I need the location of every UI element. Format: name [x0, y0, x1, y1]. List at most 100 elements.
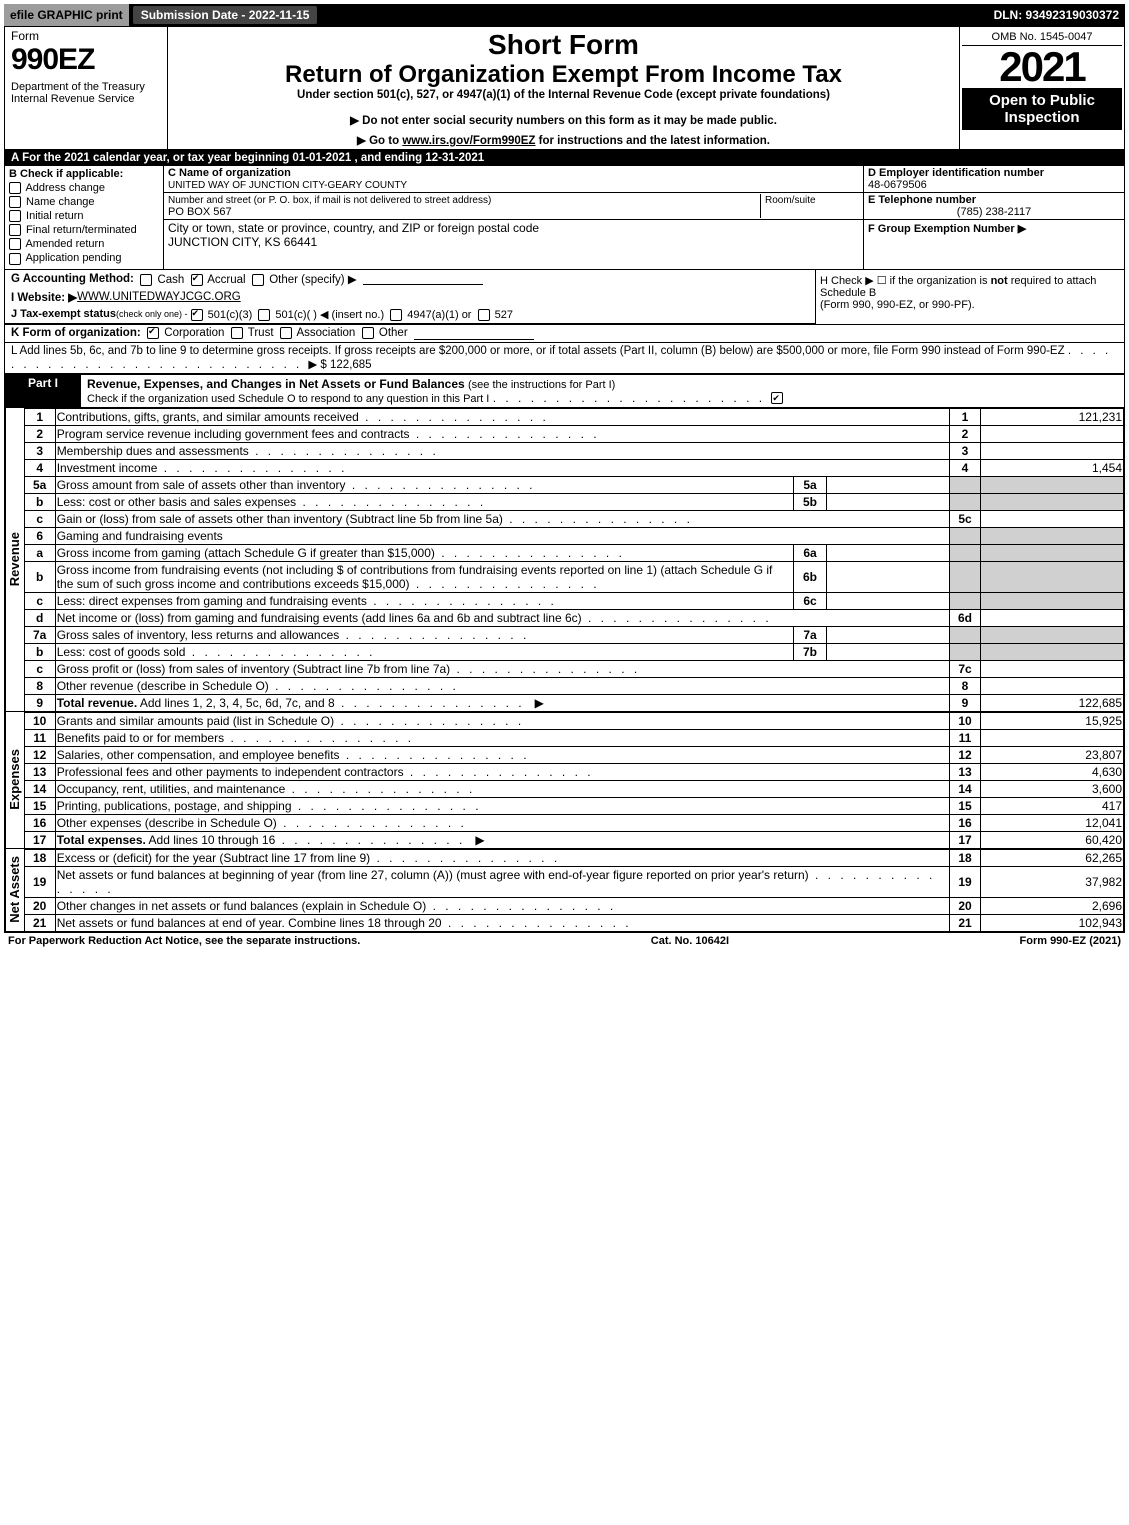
line-row: 14Occupancy, rent, utilities, and mainte…	[25, 780, 1124, 797]
j-option-check[interactable]	[258, 309, 270, 321]
footer-right: Form 990-EZ (2021)	[1020, 935, 1122, 947]
top-bar: efile GRAPHIC print Submission Date - 20…	[4, 4, 1125, 26]
line-row: bGross income from fundraising events (n…	[25, 561, 1124, 592]
l-amt: ▶ $ 122,685	[308, 359, 371, 371]
form-header: Form 990EZ Department of the Treasury In…	[5, 27, 1124, 150]
j-label: J Tax-exempt status	[11, 308, 116, 320]
street-label: Number and street (or P. O. box, if mail…	[168, 195, 491, 206]
line-row: 11Benefits paid to or for members . . . …	[25, 729, 1124, 746]
room-label: Room/suite	[765, 195, 816, 206]
open-public: Open to Public Inspection	[962, 88, 1122, 130]
street-value: PO BOX 567	[168, 206, 232, 218]
j-sub: (check only one) -	[116, 309, 188, 319]
form-990ez: 990EZ	[11, 43, 161, 77]
b-option[interactable]: Amended return	[9, 238, 159, 250]
line-row: 21Net assets or fund balances at end of …	[25, 914, 1124, 931]
c-name-label: C Name of organization	[168, 167, 291, 179]
line-g: G Accounting Method: Cash Accrual Other …	[5, 270, 815, 288]
line-row: aGross income from gaming (attach Schedu…	[25, 544, 1124, 561]
k-label: K Form of organization:	[11, 327, 141, 339]
org-name: UNITED WAY OF JUNCTION CITY-GEARY COUNTY	[168, 180, 407, 191]
short-form-title: Short Form	[174, 29, 953, 61]
b-option[interactable]: Initial return	[9, 210, 159, 222]
footer-left: For Paperwork Reduction Act Notice, see …	[8, 935, 360, 947]
efile-label: efile GRAPHIC print	[4, 4, 129, 26]
line-row: 10Grants and similar amounts paid (list …	[25, 712, 1124, 729]
line-k: K Form of organization: Corporation Trus…	[5, 325, 1124, 343]
line-row: 1Contributions, gifts, grants, and simil…	[25, 408, 1124, 425]
l-text: L Add lines 5b, 6c, and 7b to line 9 to …	[11, 345, 1065, 357]
ein-value: 48-0679506	[868, 179, 927, 191]
k-option-check[interactable]	[147, 327, 159, 339]
line-row: 13Professional fees and other payments t…	[25, 763, 1124, 780]
b-option[interactable]: Final return/terminated	[9, 224, 159, 236]
netassets-side-label: Net Assets	[5, 849, 25, 932]
goto-post: for instructions and the latest informat…	[535, 135, 770, 147]
j-option-check[interactable]	[478, 309, 490, 321]
line-row: 5aGross amount from sale of assets other…	[25, 476, 1124, 493]
line-row: bLess: cost of goods sold . . . . . . . …	[25, 643, 1124, 660]
schedule-o-checkbox[interactable]	[771, 392, 783, 404]
g-option-check[interactable]	[252, 274, 264, 286]
tax-year: 2021	[962, 46, 1122, 88]
part1-label: Part I	[5, 374, 81, 408]
line-row: cGain or (loss) from sale of assets othe…	[25, 510, 1124, 527]
line-row: 20Other changes in net assets or fund ba…	[25, 897, 1124, 914]
line-row: cLess: direct expenses from gaming and f…	[25, 592, 1124, 609]
row-a-period: A For the 2021 calendar year, or tax yea…	[5, 150, 1124, 166]
line-row: dNet income or (loss) from gaming and fu…	[25, 609, 1124, 626]
part1-instr: (see the instructions for Part I)	[468, 379, 615, 391]
section-c: C Name of organization UNITED WAY OF JUN…	[164, 166, 863, 269]
footer: For Paperwork Reduction Act Notice, see …	[4, 933, 1125, 949]
phone-value: (785) 238-2117	[868, 206, 1120, 218]
goto-pre: ▶ Go to	[357, 135, 402, 147]
line-row: 9Total revenue. Add lines 1, 2, 3, 4, 5c…	[25, 694, 1124, 711]
g-option-check[interactable]	[140, 274, 152, 286]
expenses-table: 10Grants and similar amounts paid (list …	[25, 712, 1124, 849]
part1-checktext: Check if the organization used Schedule …	[87, 393, 489, 405]
line-j: J Tax-exempt status (check only one) - 5…	[5, 306, 815, 324]
return-title: Return of Organization Exempt From Incom…	[174, 61, 953, 89]
section-def: D Employer identification number 48-0679…	[863, 166, 1124, 269]
dots: . . . . . . . . . . . . . . . . . . . . …	[493, 391, 772, 405]
j-option-check[interactable]	[390, 309, 402, 321]
k-option-check[interactable]	[362, 327, 374, 339]
line-row: 12Salaries, other compensation, and empl…	[25, 746, 1124, 763]
line-i: I Website: ▶ WWW.UNITEDWAYJCGC.ORG	[5, 288, 815, 306]
line-row: 17Total expenses. Add lines 10 through 1…	[25, 831, 1124, 848]
revenue-table: 1Contributions, gifts, grants, and simil…	[25, 408, 1124, 712]
donot-note: ▶ Do not enter social security numbers o…	[174, 113, 953, 127]
h-text1: H Check ▶ ☐ if the organization is	[820, 275, 991, 287]
section-b: B Check if applicable: Address change Na…	[5, 166, 164, 269]
g-label: G Accounting Method:	[11, 273, 134, 285]
form-word: Form	[11, 29, 161, 43]
b-option[interactable]: Address change	[9, 182, 159, 194]
city-label: City or town, state or province, country…	[168, 221, 539, 235]
line-row: 7aGross sales of inventory, less returns…	[25, 626, 1124, 643]
line-row: 3Membership dues and assessments . . . .…	[25, 442, 1124, 459]
k-option-check[interactable]	[280, 327, 292, 339]
line-row: cGross profit or (loss) from sales of in…	[25, 660, 1124, 677]
b-option[interactable]: Application pending	[9, 252, 159, 264]
g-option-check[interactable]	[191, 274, 203, 286]
line-row: 6Gaming and fundraising events	[25, 527, 1124, 544]
h-text3: (Form 990, 990-EZ, or 990-PF).	[820, 299, 975, 311]
line-row: 2Program service revenue including gover…	[25, 425, 1124, 442]
website-link[interactable]: WWW.UNITEDWAYJCGC.ORG	[77, 291, 241, 303]
b-option[interactable]: Name change	[9, 196, 159, 208]
netassets-table: 18Excess or (deficit) for the year (Subt…	[25, 849, 1124, 932]
k-option-check[interactable]	[231, 327, 243, 339]
i-label: I Website: ▶	[11, 290, 77, 304]
goto-note: ▶ Go to www.irs.gov/Form990EZ for instru…	[174, 133, 953, 147]
line-row: 19Net assets or fund balances at beginni…	[25, 866, 1124, 897]
irs-link[interactable]: www.irs.gov/Form990EZ	[402, 135, 535, 147]
section-h: H Check ▶ ☐ if the organization is not r…	[815, 270, 1124, 324]
submission-date: Submission Date - 2022-11-15	[133, 6, 318, 24]
line-row: bLess: cost or other basis and sales exp…	[25, 493, 1124, 510]
line-row: 4Investment income . . . . . . . . . . .…	[25, 459, 1124, 476]
j-option-check[interactable]	[191, 309, 203, 321]
b-label: B Check if applicable:	[9, 168, 159, 180]
d-label: D Employer identification number	[868, 167, 1044, 179]
dept-text: Department of the Treasury Internal Reve…	[11, 81, 161, 105]
expenses-side-label: Expenses	[5, 712, 25, 849]
